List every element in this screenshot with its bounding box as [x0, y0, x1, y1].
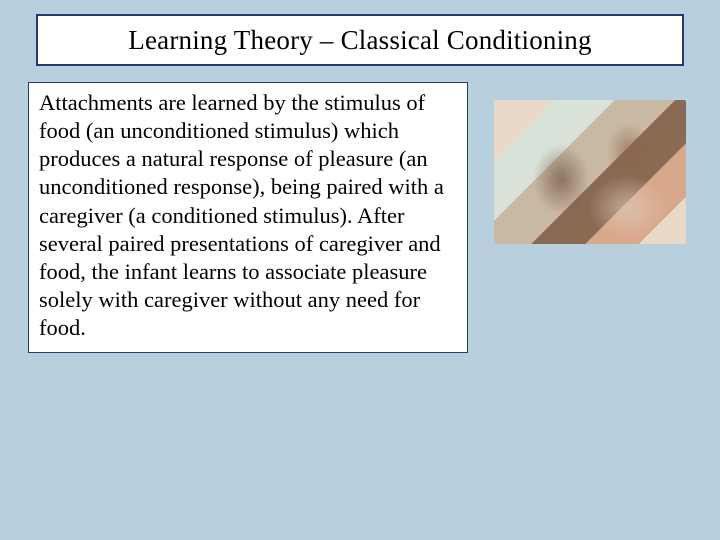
mother-baby-image [494, 100, 686, 244]
slide-title: Learning Theory – Classical Conditioning [128, 25, 591, 56]
body-paragraph: Attachments are learned by the stimulus … [39, 89, 457, 342]
body-container: Attachments are learned by the stimulus … [28, 82, 468, 353]
title-container: Learning Theory – Classical Conditioning [36, 14, 684, 66]
